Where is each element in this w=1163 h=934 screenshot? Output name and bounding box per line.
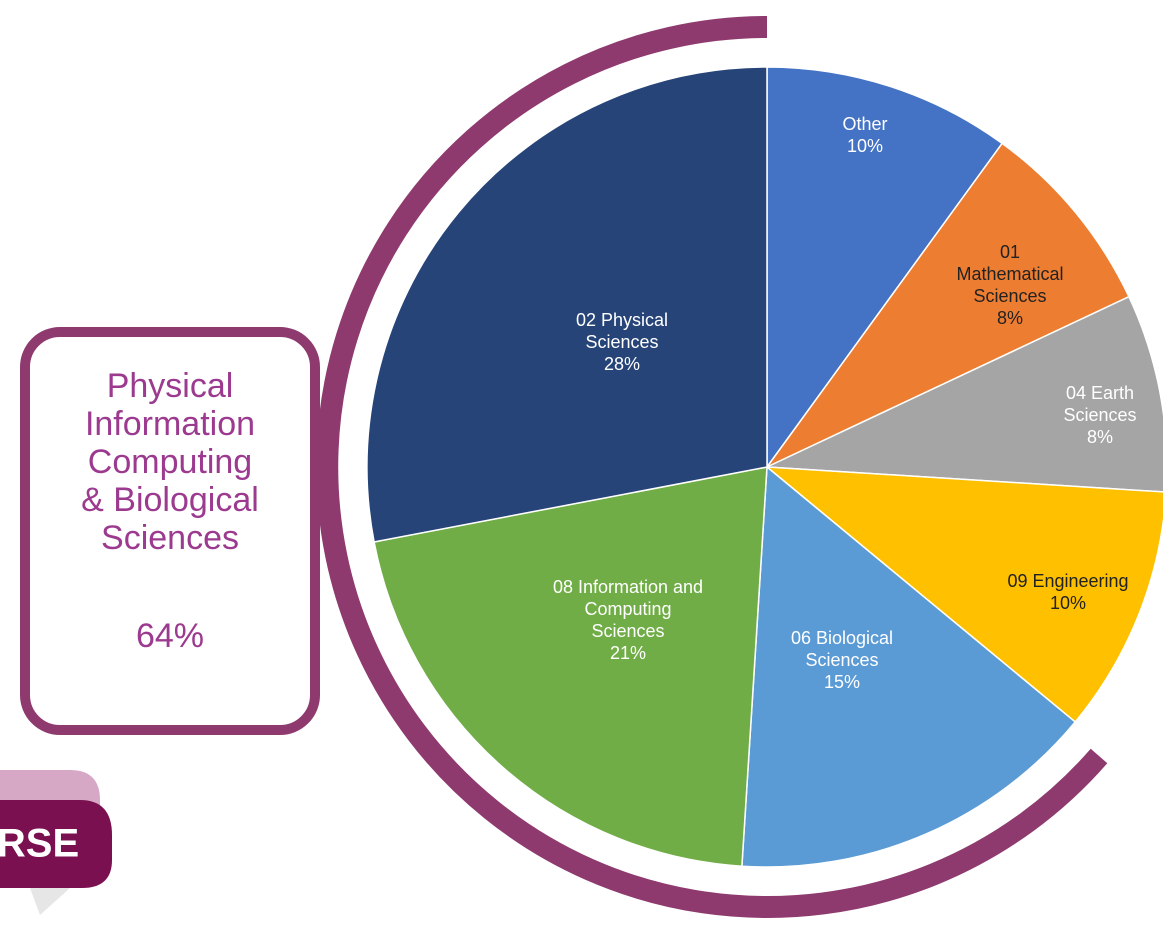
slice-label: 09 Engineering 10% [988, 570, 1148, 614]
pie-slice [766, 66, 1004, 470]
annotation-box: Physical Information Computing & Biological… [20, 327, 320, 735]
value-label: 10% [1049, 593, 1087, 613]
category-label: 02 Physical Sciences [575, 310, 669, 352]
slice-label: 06 Biological Sciences 15% [777, 627, 907, 693]
category-label: Other [842, 114, 888, 134]
value-label: 8% [1086, 427, 1113, 447]
category-label: 01 Mathematical Sciences [956, 242, 1064, 306]
category-label: 09 Engineering [1007, 571, 1129, 591]
pie-slice [366, 66, 768, 543]
category-label: 08 Information and Computing Sciences [552, 577, 704, 641]
slice-label: 02 Physical Sciences 28% [560, 309, 685, 375]
value-label: 15% [823, 672, 861, 692]
value-label: 8% [996, 308, 1023, 328]
slice-label: 01 Mathematical Sciences 8% [948, 241, 1073, 329]
value-label: 28% [603, 354, 641, 374]
slice-label: 08 Information and Computing Sciences 21% [546, 576, 711, 664]
logo: RSE [0, 770, 112, 915]
category-label: 06 Biological Sciences [790, 628, 894, 670]
annotation-line: Sciences [101, 519, 239, 557]
highlight-arc [316, 16, 1108, 918]
value-label: 21% [609, 643, 647, 663]
slice-label: Other 10% [815, 113, 915, 157]
pie-slice [766, 142, 1130, 468]
annotation-value: 64% [135, 617, 205, 655]
slice-label: 04 Earth Sciences 8% [1050, 382, 1150, 448]
pie-slice [766, 295, 1163, 493]
category-label: 04 Earth Sciences [1063, 383, 1137, 425]
annotation-line: Information [84, 405, 256, 443]
annotation-line: & Biological [81, 481, 259, 519]
annotation-line: Physical [106, 367, 234, 405]
pie-slice [373, 466, 768, 868]
logo-tail [30, 888, 70, 915]
value-label: 10% [846, 136, 884, 156]
logo-front [0, 800, 112, 888]
logo-text: RSE [0, 822, 79, 866]
annotation-line: Computing [87, 443, 253, 481]
pie-slice [741, 465, 1077, 868]
pie-slice [764, 466, 1163, 724]
